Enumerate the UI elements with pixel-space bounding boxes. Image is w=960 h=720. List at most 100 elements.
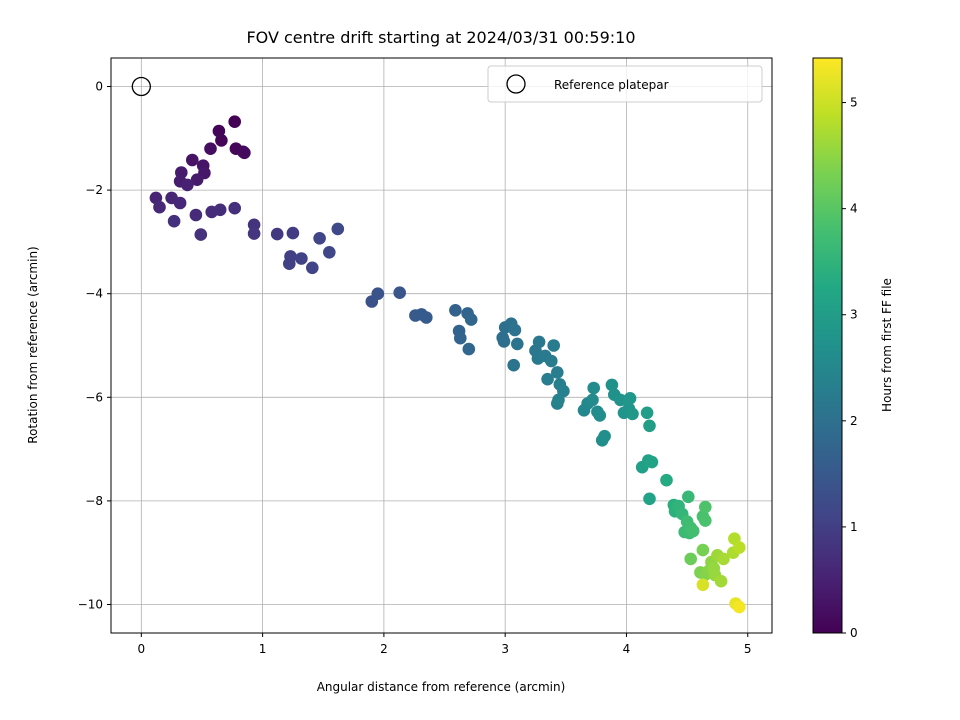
data-point (547, 339, 560, 352)
data-point (696, 543, 710, 557)
data-point (497, 335, 511, 348)
y-tick-label: −8 (85, 494, 103, 508)
data-point (660, 473, 673, 487)
data-point (454, 331, 467, 345)
data-point (508, 323, 522, 337)
data-point (283, 257, 296, 271)
x-tick-label: 2 (380, 642, 388, 656)
data-point (393, 286, 407, 300)
legend-marker (506, 74, 526, 94)
data-point (532, 335, 546, 349)
y-tick-label: −10 (78, 598, 103, 612)
chart-title: FOV centre drift starting at 2024/03/31 … (246, 28, 635, 47)
data-point (696, 578, 710, 592)
legend-frame (487, 65, 763, 103)
colorbar-tick-label: 0 (850, 626, 858, 640)
y-tick-label: −2 (85, 183, 103, 197)
data-point (190, 173, 204, 186)
data-point (286, 226, 300, 240)
y-axis-ticks: 0 −2 −4 −6 −8 −10 (78, 79, 111, 612)
data-point (270, 227, 284, 241)
data-point (733, 541, 746, 554)
data-point (215, 134, 228, 147)
data-point (682, 490, 695, 504)
data-point (464, 313, 478, 326)
legend: Reference platepar (487, 65, 763, 103)
x-tick-label: 5 (744, 642, 752, 656)
data-point (605, 378, 619, 392)
data-point (699, 500, 712, 514)
x-tick-label: 4 (623, 642, 631, 656)
data-point (643, 492, 656, 506)
x-axis-label: Angular distance from reference (arcmin) (317, 680, 566, 694)
x-tick-label: 1 (259, 642, 267, 656)
data-point (313, 232, 326, 245)
data-point (213, 203, 227, 217)
y-axis-label: Rotation from reference (arcmin) (26, 246, 40, 443)
data-point (717, 552, 730, 566)
data-point (173, 196, 187, 210)
data-point (194, 228, 208, 241)
reference-marker (131, 76, 151, 97)
data-point (371, 287, 385, 301)
data-point (686, 524, 700, 538)
data-point (586, 393, 599, 407)
colorbar-tick-label: 3 (850, 308, 858, 322)
data-point (186, 153, 199, 167)
data-point (593, 409, 607, 422)
legend-label: Reference platepar (554, 78, 669, 92)
data-point (643, 419, 656, 433)
y-tick-label: −6 (85, 390, 103, 404)
x-tick-label: 0 (138, 642, 146, 656)
x-axis-ticks: 0 1 2 3 4 5 (138, 633, 752, 656)
data-point (449, 304, 462, 317)
colorbar-ticks: 0 1 2 3 4 5 (842, 96, 858, 640)
reference-platepar-point (131, 76, 151, 97)
data-point (306, 261, 319, 275)
data-point (181, 178, 194, 192)
plot-frame (110, 57, 773, 634)
data-point (598, 429, 611, 443)
data-point (545, 354, 558, 368)
y-tick-label: −4 (85, 287, 103, 301)
data-point (733, 600, 746, 614)
data-point (714, 574, 728, 588)
x-tick-label: 3 (501, 642, 509, 656)
y-tick-label: 0 (95, 79, 103, 93)
colorbar-label: Hours from first FF file (880, 278, 894, 412)
data-point (551, 366, 564, 379)
data-point (247, 227, 261, 240)
data-point (507, 358, 520, 372)
colorbar-tick-label: 1 (850, 520, 858, 534)
data-point (626, 407, 639, 421)
data-point (640, 406, 654, 420)
data-point (167, 214, 181, 228)
data-point (295, 252, 308, 265)
data-point (552, 393, 565, 407)
data-point (331, 222, 345, 236)
data-point (189, 208, 203, 222)
data-point (462, 342, 476, 356)
grid-lines (111, 58, 772, 633)
colorbar-tick-label: 4 (850, 202, 858, 216)
data-point (323, 246, 336, 259)
scatter-points (149, 115, 746, 614)
colorbar-tick-label: 5 (850, 96, 858, 110)
data-point (587, 381, 600, 395)
data-point (684, 552, 697, 566)
data-point (623, 392, 637, 405)
data-point (511, 337, 524, 351)
data-point (228, 201, 241, 215)
data-point (541, 372, 554, 386)
data-point (238, 146, 251, 160)
data-point (247, 218, 261, 232)
data-point (204, 142, 217, 155)
data-point (420, 311, 433, 324)
colorbar-tick-label: 2 (850, 414, 858, 428)
colorbar (812, 57, 843, 634)
data-point (153, 200, 166, 214)
data-point (228, 115, 241, 128)
data-point (614, 393, 627, 407)
data-point (699, 514, 712, 527)
